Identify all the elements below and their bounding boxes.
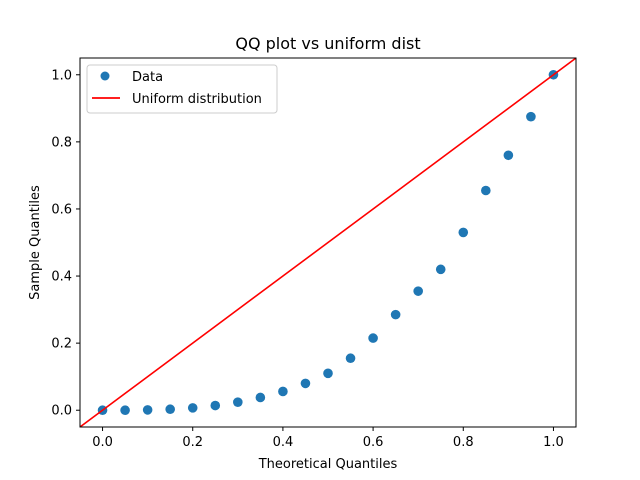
y-tick-label: 0.2 (51, 337, 72, 352)
data-point (278, 386, 288, 397)
x-tick-label: 0.8 (453, 435, 474, 450)
data-point (233, 397, 243, 407)
y-axis-label: Sample Quantiles (28, 185, 43, 300)
y-tick-label: 0.6 (51, 202, 72, 217)
data-point (210, 400, 221, 411)
x-tick-label: 0.0 (92, 435, 113, 450)
chart-title: QQ plot vs uniform dist (235, 34, 420, 53)
legend-label-uniform: Uniform distribution (132, 92, 262, 107)
data-point (390, 309, 401, 320)
legend-box (86, 64, 278, 114)
legend-label-data: Data (132, 70, 163, 85)
x-tick-label: 0.2 (182, 435, 203, 450)
x-axis-label: Theoretical Quantiles (258, 457, 398, 472)
data-point (187, 403, 198, 413)
data-point (368, 333, 378, 343)
y-tick-label: 0.4 (51, 270, 72, 285)
data-point (142, 405, 153, 415)
data-point (458, 227, 469, 238)
data-point (413, 286, 423, 296)
y-tick-label: 0.8 (51, 135, 72, 150)
plot-frame (79, 57, 577, 428)
uniform-distribution-line (80, 58, 576, 427)
data-point (323, 368, 333, 379)
y-tick-label: 1.0 (51, 68, 72, 83)
x-tick-label: 0.4 (273, 435, 294, 450)
data-point (120, 405, 130, 416)
legend-data-marker (100, 71, 110, 81)
y-tick-label: 0.0 (51, 404, 72, 419)
x-tick-label: 0.6 (363, 435, 384, 450)
data-point (345, 353, 356, 364)
data-point (503, 150, 514, 161)
data-point (481, 185, 491, 196)
data-point (526, 111, 536, 122)
data-point (255, 392, 266, 403)
axis-ticks: 0.0 0.2 0.4 0.6 0.8 1.0 0.0 0.2 0.4 0.6 0.8 1.0 (51, 68, 563, 450)
legend: Data Uniform distribution (86, 64, 278, 114)
plot-data-layer (80, 58, 576, 427)
data-point (165, 404, 175, 415)
data-point (300, 378, 311, 389)
x-tick-label: 1.0 (543, 435, 564, 450)
data-point (435, 264, 446, 275)
